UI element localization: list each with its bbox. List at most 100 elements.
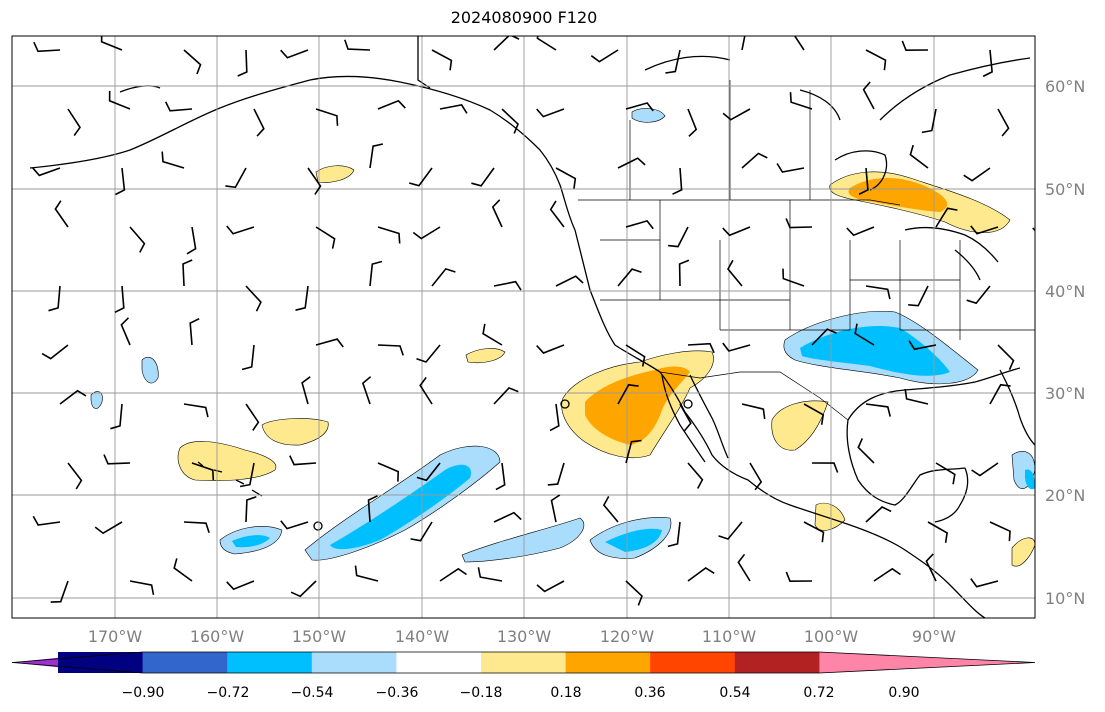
wind-barb: [718, 521, 743, 540]
wind-barb: [970, 578, 999, 588]
wind-barb: [1052, 522, 1061, 549]
wind-barb: [439, 567, 467, 582]
colorbar-tick-label: 0.72: [803, 685, 834, 701]
wind-barb: [191, 462, 215, 481]
wind-barb: [668, 226, 689, 248]
wind-barb: [377, 99, 406, 110]
wind-barb: [858, 167, 869, 196]
wind-barb: [971, 462, 999, 477]
wind-barb: [1032, 227, 1035, 232]
wind-barb: [927, 521, 948, 543]
wind-barb: [625, 439, 642, 464]
wind-barb: [493, 511, 522, 523]
wind-barb: [678, 259, 690, 287]
anomaly-shading: [90, 108, 1035, 567]
wind-barb: [555, 275, 584, 287]
wind-barb: [161, 151, 185, 169]
lon-label: 100°W: [804, 627, 859, 646]
wind-barb: [253, 108, 265, 137]
wind-barb: [687, 108, 698, 137]
wind-barb: [625, 102, 654, 112]
colorbar-tick-label: −0.54: [291, 685, 334, 701]
wind-barb: [1052, 143, 1063, 168]
wind-barb: [749, 462, 763, 491]
wind-barb: [921, 108, 937, 134]
wind-barb: [120, 317, 131, 346]
wind-barb: [289, 455, 317, 466]
wind-barb: [846, 226, 875, 237]
wind-barb: [245, 285, 262, 312]
wind-barb: [369, 143, 384, 169]
wind-barb: [1060, 107, 1086, 116]
wind-barb: [901, 40, 929, 52]
wind-barb: [857, 438, 875, 464]
wind-barb: [315, 338, 344, 348]
wind-barb: [493, 280, 522, 291]
wind-barb: [793, 36, 805, 51]
colorbar-tick-label: 0.54: [719, 685, 750, 701]
wind-barb: [908, 340, 937, 351]
wind-barb: [361, 376, 372, 405]
wind-barb: [741, 36, 746, 51]
wind-barb: [115, 167, 126, 196]
wind-barb: [785, 218, 813, 229]
lat-label: 20°N: [1045, 486, 1085, 505]
wind-barb: [245, 403, 260, 431]
wind-barb: [536, 580, 565, 593]
wind-barb: [625, 344, 646, 367]
wind-barb: [966, 285, 991, 305]
wind-barb: [189, 317, 200, 346]
wind-barb: [989, 383, 1011, 405]
wind-barb: [110, 403, 123, 430]
lon-label: 130°W: [497, 627, 552, 646]
wind-barb: [315, 226, 336, 249]
wind-barb: [369, 260, 383, 287]
colorbar-segment: [227, 652, 313, 673]
wind-barb: [665, 49, 681, 74]
colorbar-extend-max: [819, 652, 1035, 673]
wind-barb: [108, 90, 131, 110]
wind-barb: [536, 344, 565, 354]
wind-barb: [737, 553, 751, 582]
wind-barb: [410, 521, 433, 542]
wind-barb: [909, 144, 929, 169]
lon-label: 170°W: [88, 627, 143, 646]
wind-barb: [741, 152, 768, 169]
wind-barb: [865, 285, 891, 300]
wind-barb: [785, 571, 813, 583]
wind-barb: [226, 580, 255, 591]
wind-barb: [501, 108, 519, 134]
wind-barb: [416, 344, 441, 363]
wind-barb: [183, 403, 209, 418]
wind-barb: [1060, 323, 1076, 345]
wind-barb: [1060, 577, 1087, 585]
wind-barb: [377, 344, 404, 356]
lat-label: 30°N: [1045, 384, 1085, 403]
lon-label: 90°W: [912, 627, 956, 646]
wind-barb: [295, 285, 309, 311]
wind-barb: [727, 259, 743, 287]
wind-barb: [679, 403, 692, 432]
wind-barb: [237, 49, 248, 77]
wind-barb: [183, 49, 202, 75]
wind-barb: [989, 521, 1011, 542]
wind-barb: [602, 496, 619, 523]
wind-barb: [431, 49, 453, 71]
wind-barb: [617, 268, 642, 287]
lat-label: 40°N: [1045, 282, 1085, 301]
colorbar-tick-label: 0.90: [888, 685, 919, 701]
wind-barb: [865, 49, 887, 71]
wind-barb: [625, 580, 643, 606]
lat-label: 10°N: [1045, 589, 1085, 608]
wind-barb: [290, 580, 317, 598]
wind-barb: [862, 81, 875, 110]
wind-barb: [908, 285, 929, 307]
map-title: 2024080900 F120: [450, 8, 598, 27]
wind-barb: [225, 167, 247, 189]
wind-barb: [408, 167, 433, 187]
wind-barb: [935, 207, 958, 228]
wind-barb: [416, 462, 441, 482]
wind-barb: [477, 567, 503, 582]
wind-barb: [301, 376, 311, 405]
wind-barb: [904, 388, 929, 405]
